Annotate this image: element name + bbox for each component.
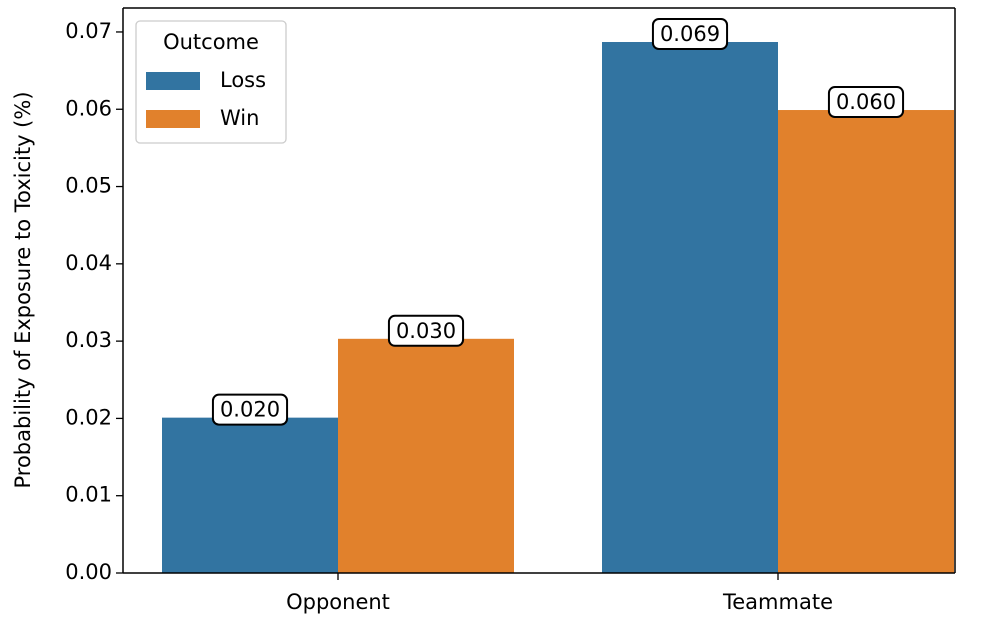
bar	[778, 110, 954, 573]
value-label: 0.060	[827, 86, 905, 119]
y-tick-label: 0.06	[65, 96, 112, 120]
legend: Outcome Loss Win	[135, 20, 287, 144]
value-label-box	[211, 393, 289, 426]
y-tick-label: 0.02	[65, 405, 112, 429]
value-label-text: 0.060	[836, 90, 896, 114]
value-label: 0.069	[651, 18, 729, 51]
value-label-text: 0.030	[396, 319, 456, 343]
y-tick-label: 0.00	[65, 560, 112, 584]
value-label: 0.020	[211, 393, 289, 426]
y-tick-label: 0.05	[65, 174, 112, 198]
y-tick-label: 0.04	[65, 251, 112, 275]
value-label-text: 0.020	[220, 398, 280, 422]
y-axis-label: Probability of Exposure to Toxicity (%)	[11, 91, 35, 488]
value-label-box	[651, 18, 729, 51]
y-tick-label: 0.01	[65, 483, 112, 507]
legend-label: Loss	[220, 68, 266, 92]
legend-swatch	[146, 110, 200, 128]
value-label-text: 0.069	[660, 22, 720, 46]
bar	[162, 417, 338, 573]
value-label-box	[387, 314, 465, 347]
legend-label: Win	[220, 106, 259, 130]
bar	[602, 42, 778, 574]
value-label: 0.030	[387, 314, 465, 347]
x-tick-label: Opponent	[286, 590, 390, 614]
value-label-box	[827, 86, 905, 119]
bar	[338, 338, 514, 573]
y-tick-label: 0.07	[65, 19, 112, 43]
legend-title: Outcome	[163, 30, 259, 54]
legend-swatch	[146, 72, 200, 90]
x-tick-label: Teammate	[722, 590, 833, 614]
y-tick-label: 0.03	[65, 328, 112, 352]
